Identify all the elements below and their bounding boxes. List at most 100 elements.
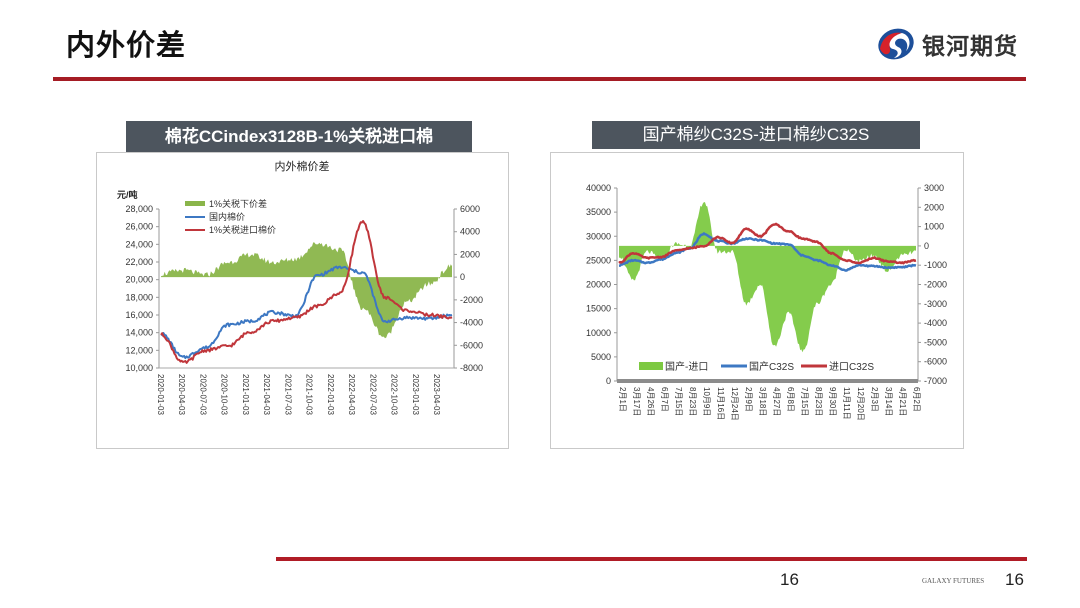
svg-text:2022-10-03: 2022-10-03 bbox=[390, 374, 399, 415]
svg-text:2020-04-03: 2020-04-03 bbox=[177, 374, 186, 415]
svg-text:-4000: -4000 bbox=[460, 318, 483, 328]
svg-text:-2000: -2000 bbox=[924, 280, 947, 290]
svg-text:0: 0 bbox=[460, 272, 465, 282]
svg-text:11月16日: 11月16日 bbox=[716, 387, 725, 420]
svg-text:2021-10-03: 2021-10-03 bbox=[305, 374, 314, 415]
svg-text:9月30日: 9月30日 bbox=[828, 387, 837, 416]
svg-text:3月17日: 3月17日 bbox=[632, 387, 641, 416]
svg-text:2022-07-03: 2022-07-03 bbox=[368, 374, 377, 415]
svg-text:1000: 1000 bbox=[924, 222, 944, 232]
svg-text:6000: 6000 bbox=[460, 204, 480, 214]
right-x-axis-labels: 2月1日 3月17日 4月26日 6月7日 7月15日 8月23日 10月9日 11月16日 1… bbox=[618, 387, 921, 421]
legend-label-domestic: 国内棉价 bbox=[209, 211, 245, 222]
header-divider bbox=[53, 77, 1026, 81]
svg-text:4000: 4000 bbox=[460, 227, 480, 237]
svg-text:6月8日: 6月8日 bbox=[786, 387, 795, 412]
svg-text:-6000: -6000 bbox=[924, 357, 947, 367]
company-logo: 银河期货 bbox=[876, 27, 1018, 61]
svg-text:10000: 10000 bbox=[586, 328, 611, 338]
left-y2-axis-labels: 6000 4000 2000 0 -2000 -4000 -6000 -8000 bbox=[454, 204, 483, 373]
svg-text:15000: 15000 bbox=[586, 304, 611, 314]
svg-text:12月20日: 12月20日 bbox=[856, 387, 865, 421]
svg-text:2020-10-03: 2020-10-03 bbox=[220, 374, 229, 415]
legend-swatch-spread bbox=[185, 201, 205, 206]
svg-text:4月27日: 4月27日 bbox=[772, 387, 781, 416]
svg-text:-8000: -8000 bbox=[460, 363, 483, 373]
svg-text:8月23日: 8月23日 bbox=[814, 387, 823, 416]
svg-text:22,000: 22,000 bbox=[125, 257, 153, 267]
left-chart-title: 内外棉价差 bbox=[275, 159, 330, 173]
svg-text:20000: 20000 bbox=[586, 280, 611, 290]
svg-text:-1000: -1000 bbox=[924, 260, 947, 270]
svg-text:14,000: 14,000 bbox=[125, 328, 153, 338]
svg-text:3月18日: 3月18日 bbox=[758, 387, 767, 416]
legend-label-import-yarn: 进口C32S bbox=[829, 361, 874, 373]
right-y2-axis-labels: 3000 2000 1000 0 -1000 -2000 -3000 -4000 -5000 -6… bbox=[918, 183, 947, 386]
svg-text:2023-04-03: 2023-04-03 bbox=[432, 374, 441, 415]
svg-text:11月11日: 11月11日 bbox=[842, 387, 851, 420]
legend-label-spread: 1%关税下价差 bbox=[209, 198, 267, 209]
right-chart-header: 国产棉纱C32S-进口棉纱C32S bbox=[592, 121, 920, 149]
footer-page-number: 16 bbox=[1005, 570, 1024, 589]
svg-text:7月15日: 7月15日 bbox=[800, 387, 809, 416]
left-x-axis-labels: 2020-01-03 2020-04-03 2020-07-03 2020-10-03… bbox=[156, 374, 441, 415]
svg-text:2000: 2000 bbox=[460, 249, 480, 259]
right-y-axis-labels: 40000 35000 30000 25000 20000 15000 10000 5000 0 bbox=[586, 183, 617, 386]
legend-label-diff: 国产-进口 bbox=[665, 360, 708, 373]
svg-text:2020-01-03: 2020-01-03 bbox=[156, 374, 165, 415]
svg-text:2月1日: 2月1日 bbox=[618, 387, 627, 412]
svg-text:7月15日: 7月15日 bbox=[674, 387, 683, 416]
svg-text:-7000: -7000 bbox=[924, 376, 947, 386]
svg-text:24,000: 24,000 bbox=[125, 239, 153, 249]
galaxy-logo-icon bbox=[878, 28, 914, 60]
right-chart-plot: 40000 35000 30000 25000 20000 15000 10000 5000 0… bbox=[586, 183, 947, 421]
svg-text:2021-07-03: 2021-07-03 bbox=[283, 374, 292, 415]
svg-text:25000: 25000 bbox=[586, 255, 611, 265]
svg-text:30000: 30000 bbox=[586, 231, 611, 241]
logo-text: 银河期货 bbox=[922, 34, 1018, 60]
svg-text:2月9日: 2月9日 bbox=[744, 387, 753, 412]
page-title: 内外价差 bbox=[66, 28, 187, 62]
svg-text:-3000: -3000 bbox=[924, 299, 947, 309]
svg-text:2023-01-03: 2023-01-03 bbox=[411, 374, 420, 415]
svg-text:40000: 40000 bbox=[586, 183, 611, 193]
legend-swatch-diff bbox=[639, 362, 663, 370]
svg-text:20,000: 20,000 bbox=[125, 275, 153, 285]
left-chart-frame: 内外棉价差 元/吨 28,000 26,000 24,000 22,000 20,000… bbox=[96, 152, 509, 449]
svg-text:5000: 5000 bbox=[591, 352, 611, 362]
svg-text:12月24日: 12月24日 bbox=[730, 387, 739, 421]
svg-text:2月3日: 2月3日 bbox=[870, 387, 879, 412]
left-legend: 1%关税下价差 国内棉价 1%关税进口棉价 bbox=[185, 198, 276, 235]
legend-label-domestic-yarn: 国产C32S bbox=[749, 360, 794, 373]
footer-divider bbox=[276, 557, 1027, 561]
svg-text:16,000: 16,000 bbox=[125, 310, 153, 320]
page-number: 16 bbox=[780, 570, 799, 589]
left-y-axis-labels: 28,000 26,000 24,000 22,000 20,000 18,000 16,0… bbox=[125, 204, 159, 373]
left-series bbox=[158, 209, 455, 369]
svg-text:4月21日: 4月21日 bbox=[898, 387, 907, 416]
svg-text:-2000: -2000 bbox=[460, 295, 483, 305]
legend-label-import: 1%关税进口棉价 bbox=[209, 224, 276, 235]
svg-text:2021-04-03: 2021-04-03 bbox=[262, 374, 271, 415]
svg-text:8月23日: 8月23日 bbox=[688, 387, 697, 416]
footer-brand: GALAXY FUTURES bbox=[922, 577, 985, 585]
svg-text:4月26日: 4月26日 bbox=[646, 387, 655, 416]
right-series bbox=[616, 188, 919, 383]
svg-text:0: 0 bbox=[606, 376, 611, 386]
svg-text:28,000: 28,000 bbox=[125, 204, 153, 214]
right-legend: 国产-进口 国产C32S 进口C32S bbox=[639, 360, 874, 373]
svg-text:2021-01-03: 2021-01-03 bbox=[241, 374, 250, 415]
svg-text:2020-07-03: 2020-07-03 bbox=[198, 374, 207, 415]
svg-text:10,000: 10,000 bbox=[125, 363, 153, 373]
svg-text:-4000: -4000 bbox=[924, 318, 947, 328]
svg-text:-5000: -5000 bbox=[924, 337, 947, 347]
svg-text:2000: 2000 bbox=[924, 202, 944, 212]
left-chart-plot: 内外棉价差 元/吨 28,000 26,000 24,000 22,000 20,000… bbox=[117, 159, 483, 415]
svg-text:12,000: 12,000 bbox=[125, 345, 153, 355]
svg-text:3000: 3000 bbox=[924, 183, 944, 193]
left-chart-header: 棉花CCindex3128B-1%关税进口棉 bbox=[126, 121, 472, 153]
svg-text:26,000: 26,000 bbox=[125, 222, 153, 232]
svg-text:35000: 35000 bbox=[586, 207, 611, 217]
svg-text:6月2日: 6月2日 bbox=[912, 387, 921, 412]
svg-text:3月14日: 3月14日 bbox=[884, 387, 893, 416]
